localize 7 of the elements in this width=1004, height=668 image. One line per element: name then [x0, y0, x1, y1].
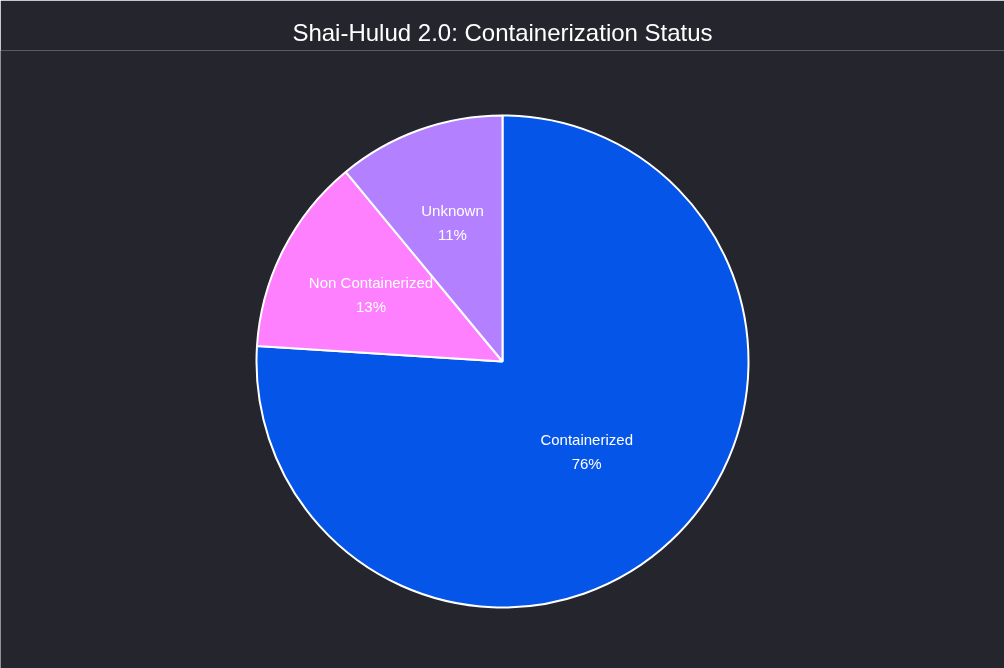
slice-label: Non Containerized — [308, 273, 434, 291]
data-label: 11% — [438, 226, 467, 244]
slice-label: Unknown — [421, 202, 484, 220]
data-label: 76% — [571, 454, 602, 472]
chart-title: Shai-Hulud 2.0: Containerization Status — [292, 18, 713, 46]
slice-label: Containerized — [540, 430, 633, 448]
data-label: 13% — [355, 297, 387, 315]
